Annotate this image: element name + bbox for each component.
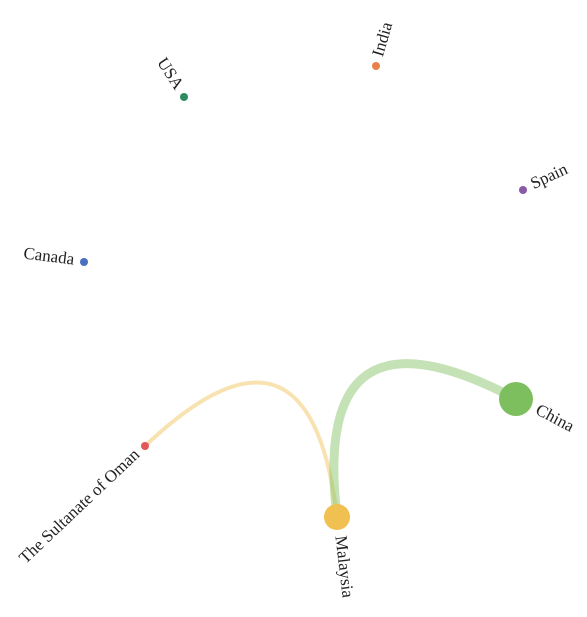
- node-label: USA: [153, 54, 188, 93]
- node-label: The Sultanate of Oman: [15, 444, 143, 567]
- node-label: China: [533, 400, 578, 436]
- link: [329, 359, 521, 522]
- node: [80, 258, 88, 266]
- node: [519, 186, 527, 194]
- node-label: Malaysia: [331, 535, 357, 600]
- nodes: India Spain China Malaysia The Sultanate of …: [15, 19, 578, 599]
- node: [324, 504, 350, 530]
- node: [180, 93, 188, 101]
- node-label: Spain: [527, 159, 571, 193]
- node-label: India: [368, 19, 396, 58]
- node-label: Canada: [23, 243, 76, 268]
- node: [499, 382, 533, 416]
- node: [141, 442, 149, 450]
- node: [372, 62, 380, 70]
- links: [143, 359, 521, 522]
- link: [143, 380, 339, 519]
